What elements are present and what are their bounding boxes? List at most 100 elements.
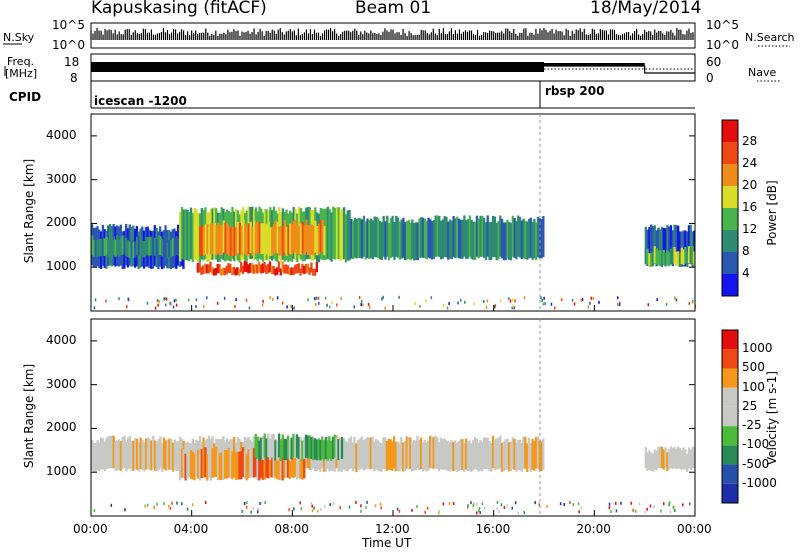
heatmap-cell (538, 503, 541, 507)
heatmap-cell (659, 446, 662, 469)
heatmap-cell (673, 224, 676, 264)
heatmap-cell (366, 218, 369, 259)
power-cbar-swatch (722, 164, 738, 186)
heatmap-cell (357, 217, 360, 258)
heatmap-cell (206, 454, 209, 481)
heatmap-cell (384, 437, 387, 470)
heatmap-cell (463, 442, 466, 472)
heatmap-cell (400, 219, 403, 259)
heatmap-cell (285, 439, 288, 461)
heatmap-cell (132, 440, 135, 471)
heatmap-cell (387, 439, 390, 470)
heatmap-cell (110, 435, 114, 469)
heatmap-cell (368, 220, 371, 259)
heatmap-cell (394, 441, 398, 472)
heatmap-cell (230, 267, 234, 276)
heatmap-cell (663, 502, 665, 506)
heatmap-cell (467, 504, 469, 508)
cpid-segment-1: icescan -1200 (94, 94, 187, 108)
heatmap-cell (179, 436, 182, 469)
velocity-cbar-swatch (722, 330, 738, 350)
heatmap-cell (134, 438, 137, 470)
heatmap-cell (162, 238, 166, 256)
heatmap-cell (523, 511, 526, 515)
heatmap-cell (153, 506, 156, 510)
heatmap-cell (366, 437, 369, 469)
heatmap-cell (589, 301, 591, 305)
heatmap-cell (671, 448, 674, 469)
heatmap-cell (242, 220, 245, 253)
heatmap-cell (274, 220, 278, 253)
heatmap-cell (144, 504, 146, 508)
heatmap-cell (580, 298, 583, 302)
heatmap-cell (644, 510, 647, 514)
heatmap-cell (253, 220, 256, 253)
heatmap-cell (207, 447, 211, 478)
heatmap-cell (212, 268, 216, 276)
heatmap-cell (664, 447, 667, 469)
heatmap-cell (353, 217, 357, 258)
heatmap-cell (693, 446, 696, 469)
heatmap-cell (222, 452, 225, 481)
heatmap-cell (310, 436, 313, 459)
heatmap-cell (326, 303, 328, 307)
heatmap-cell (180, 207, 184, 260)
heatmap-cell (221, 267, 225, 276)
heatmap-cell (502, 441, 505, 472)
heatmap-cell (531, 438, 534, 470)
heatmap-cell (213, 447, 216, 478)
heatmap-cell (103, 238, 106, 257)
heatmap-cell (258, 261, 261, 273)
heatmap-cell (195, 446, 198, 478)
heatmap-cell (409, 222, 412, 261)
heatmap-cell (499, 215, 502, 257)
heatmap-cell (384, 306, 386, 310)
heatmap-cell (285, 447, 288, 478)
heatmap-cell (533, 218, 536, 259)
nave-label: Nave (748, 66, 777, 79)
heatmap-cell (459, 439, 462, 470)
velocity-cbar-swatch (722, 349, 738, 369)
heatmap-cell (425, 220, 428, 260)
heatmap-cell (189, 450, 193, 479)
velocity-cbar-swatch (722, 445, 738, 465)
heatmap-cell (339, 437, 342, 460)
heatmap-cell (171, 238, 175, 256)
heatmap-cell (315, 296, 318, 300)
heatmap-cell (508, 297, 510, 301)
heatmap-cell (152, 435, 155, 469)
heatmap-cell (486, 215, 489, 257)
heatmap-cell (374, 504, 377, 508)
heatmap-cell (668, 449, 671, 470)
heatmap-cell (569, 501, 571, 505)
heatmap-cell (414, 440, 417, 471)
heatmap-cell (416, 222, 419, 261)
heatmap-cell (288, 440, 292, 461)
heatmap-cell (461, 219, 464, 259)
heatmap-cell (682, 249, 685, 265)
heatmap-cell (188, 447, 191, 478)
heatmap-cell (285, 226, 288, 256)
heatmap-cell (148, 237, 151, 256)
heatmap-cell (395, 215, 398, 257)
heatmap-cell (245, 227, 249, 256)
heatmap-cell (436, 215, 439, 257)
heatmap-cell (187, 298, 190, 302)
heatmap-cell (299, 450, 302, 479)
heatmap-cell (657, 446, 660, 469)
heatmap-cell (495, 438, 498, 470)
heatmap-cell (272, 446, 275, 477)
heatmap-cell (647, 303, 650, 307)
heatmap-cell (689, 224, 692, 264)
freq-trace (91, 62, 695, 74)
heatmap-cell (234, 268, 237, 276)
heatmap-cell (202, 226, 206, 256)
heatmap-cell (330, 440, 333, 461)
heatmap-cell (177, 237, 180, 256)
heatmap-cell (502, 222, 506, 261)
heatmap-cell (306, 435, 310, 459)
heatmap-cell (424, 510, 426, 514)
heatmap-cell (156, 502, 158, 506)
heatmap-cell (434, 215, 437, 257)
heatmap-cell (116, 235, 119, 255)
